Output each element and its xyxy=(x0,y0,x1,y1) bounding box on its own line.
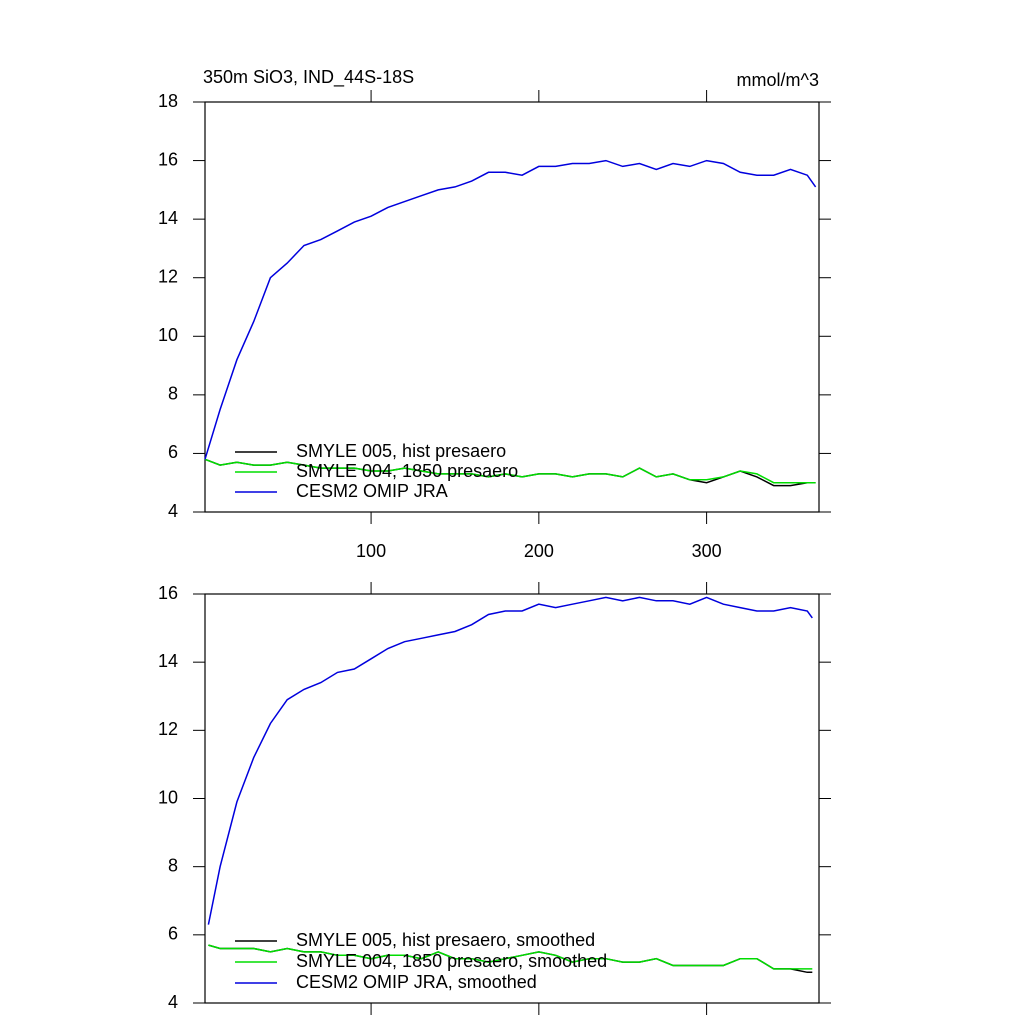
series-line xyxy=(204,458,816,484)
series-line xyxy=(208,944,813,970)
units-label: mmol/m^3 xyxy=(737,70,819,90)
y-tick-label: 8 xyxy=(168,855,178,875)
y-tick-label: 10 xyxy=(158,787,178,807)
y-tick-label: 4 xyxy=(168,501,178,521)
series-line xyxy=(207,596,813,925)
plot-frame xyxy=(204,101,820,513)
series-line xyxy=(204,159,817,460)
x-tick-label: 200 xyxy=(524,541,554,561)
y-tick-label: 14 xyxy=(158,208,178,228)
legend-label: CESM2 OMIP JRA, smoothed xyxy=(296,972,537,992)
legend-label: SMYLE 005, hist presaero, smoothed xyxy=(296,930,595,950)
y-tick-label: 18 xyxy=(158,91,178,111)
y-tick-label: 14 xyxy=(158,651,178,671)
y-tick-label: 4 xyxy=(168,992,178,1012)
y-tick-label: 12 xyxy=(158,719,178,739)
y-tick-label: 6 xyxy=(168,442,178,462)
x-tick-label: 300 xyxy=(692,541,722,561)
legend-label: SMYLE 004, 1850 presaero xyxy=(296,461,518,481)
legend-label: SMYLE 005, hist presaero xyxy=(296,441,506,461)
y-tick-label: 16 xyxy=(158,149,178,169)
x-tick-label: 100 xyxy=(356,541,386,561)
y-tick-label: 6 xyxy=(168,924,178,944)
y-tick-label: 8 xyxy=(168,384,178,404)
y-tick-label: 10 xyxy=(158,325,178,345)
legend-label: CESM2 OMIP JRA xyxy=(296,481,448,501)
y-tick-label: 16 xyxy=(158,583,178,603)
chart-title: 350m SiO3, IND_44S-18S xyxy=(203,67,414,88)
y-tick-label: 12 xyxy=(158,266,178,286)
legend-label: SMYLE 004, 1850 presaero, smoothed xyxy=(296,951,607,971)
